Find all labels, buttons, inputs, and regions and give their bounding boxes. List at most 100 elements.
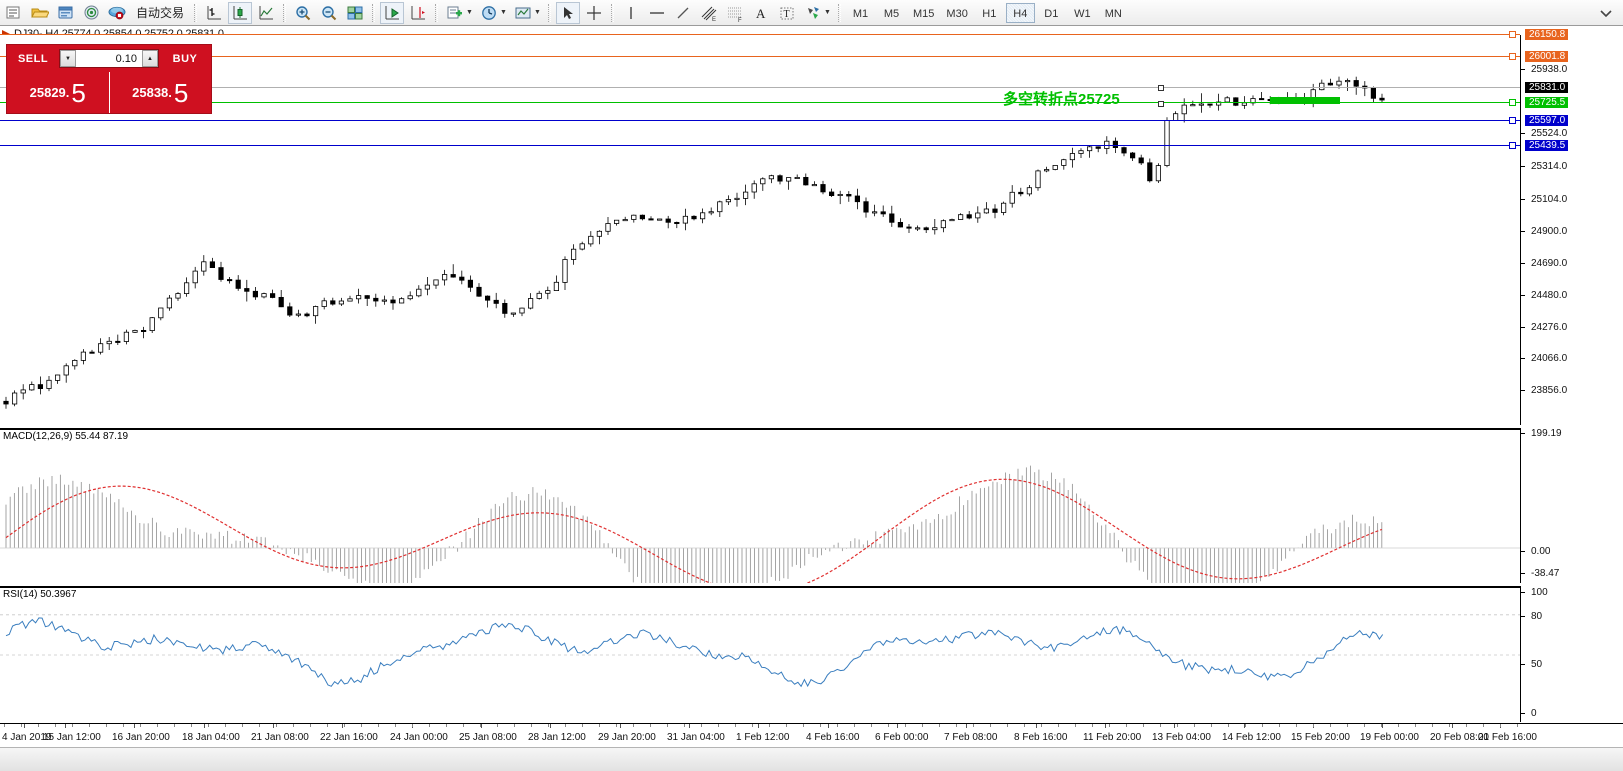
- time-minor-tick: [361, 724, 362, 727]
- chevron-down-icon[interactable]: ▼: [500, 9, 507, 16]
- time-minor-tick: [1024, 724, 1025, 727]
- macd-label: MACD(12,26,9) 55.44 87.19: [3, 431, 129, 442]
- price-level-line[interactable]: [0, 120, 1520, 121]
- timeframe-m30[interactable]: M30: [946, 7, 968, 20]
- price-level-line[interactable]: [0, 145, 1520, 146]
- text-icon[interactable]: A: [749, 2, 773, 24]
- time-minor-tick: [1245, 724, 1246, 727]
- timeframe-h4[interactable]: H4: [1005, 2, 1035, 23]
- buy-price-dot: .: [168, 85, 172, 100]
- time-minor-tick: [395, 724, 396, 727]
- price-level-line[interactable]: [0, 34, 1520, 35]
- timeframe-mn[interactable]: MN: [1104, 7, 1122, 20]
- volume-decrement-button[interactable]: ▼: [60, 50, 76, 67]
- timeframe-m15[interactable]: M15: [913, 7, 935, 20]
- auto-scroll-icon[interactable]: [380, 1, 405, 24]
- radar-icon[interactable]: [79, 2, 103, 24]
- price-level-chip: 25597.0: [1525, 115, 1569, 126]
- trendline-icon[interactable]: [671, 2, 695, 24]
- fibonacci-icon[interactable]: F: [723, 2, 747, 24]
- candlestick-chart-icon[interactable]: [228, 1, 253, 24]
- chart-shift-icon[interactable]: [406, 2, 430, 24]
- timeframe-w1[interactable]: W1: [1074, 7, 1091, 20]
- timeframe-m1[interactable]: M1: [852, 7, 869, 20]
- annotation-handle[interactable]: [1158, 85, 1164, 91]
- price-level-handle[interactable]: [1509, 53, 1516, 60]
- buy-price[interactable]: 25838 . 5: [108, 72, 212, 113]
- time-minor-tick: [531, 724, 532, 727]
- time-minor-tick: [38, 724, 39, 727]
- price-tick: 23856.0: [1521, 385, 1623, 396]
- chevron-down-icon[interactable]: ▼: [824, 9, 831, 16]
- price-level-line[interactable]: [0, 56, 1520, 57]
- expand-icon[interactable]: [1594, 2, 1618, 24]
- time-minor-tick: [446, 724, 447, 727]
- time-tick-mark: [204, 724, 205, 728]
- volume-stepper[interactable]: ▼ 0.10 ▲: [59, 49, 159, 68]
- price-level-handle[interactable]: [1509, 117, 1516, 124]
- time-axis[interactable]: 4 Jan 2019 15 Jan 12:00 16 Jan 20:00 18 Jan…: [0, 723, 1623, 745]
- price-scale[interactable]: 26150.8 26001.8 25938.0 25831.0 25725.5 25597…: [1520, 29, 1623, 425]
- price-level-line[interactable]: [0, 102, 1520, 103]
- time-minor-tick: [1347, 724, 1348, 727]
- timeframe-m5[interactable]: M5: [883, 7, 900, 20]
- templates-icon[interactable]: [511, 2, 535, 24]
- trade-panel-prices: 25829 . 5 25838 . 5: [7, 72, 211, 113]
- line-chart-icon[interactable]: [254, 2, 278, 24]
- svg-text:F: F: [738, 18, 742, 22]
- sell-price[interactable]: 25829 . 5: [7, 72, 109, 113]
- bar-chart-icon[interactable]: [202, 2, 226, 24]
- crosshair-icon[interactable]: [582, 2, 606, 24]
- indicators-icon[interactable]: [443, 2, 467, 24]
- zoom-in-icon[interactable]: [291, 2, 315, 24]
- time-tick-mark: [273, 724, 274, 728]
- macd-scale[interactable]: 199.19 0.00 -38.47: [1520, 428, 1623, 583]
- toolbar-separator: [372, 3, 376, 22]
- tile-windows-icon[interactable]: [343, 2, 367, 24]
- macd-pane[interactable]: MACD(12,26,9) 55.44 87.19: [0, 428, 1520, 583]
- price-level-chip: 26150.8: [1525, 29, 1569, 40]
- time-minor-tick: [1330, 724, 1331, 727]
- new-order-icon[interactable]: [1, 2, 25, 24]
- timeframe-h1[interactable]: H1: [982, 7, 997, 20]
- text-label-icon[interactable]: T: [775, 2, 799, 24]
- price-level-handle[interactable]: [1509, 31, 1516, 38]
- price-level-label: 26150.8: [1521, 29, 1623, 40]
- toolbar-separator: [283, 3, 287, 22]
- window-icon[interactable]: [53, 2, 77, 24]
- auto-trading-label[interactable]: 自动交易: [136, 6, 185, 20]
- one-click-trading-panel[interactable]: SELL ▼ 0.10 ▲ BUY 25829 . 5 25838 . 5: [6, 44, 212, 114]
- sell-price-dot: .: [65, 85, 70, 100]
- price-chart-pane[interactable]: 多空转折点25725: [0, 31, 1520, 425]
- horizontal-line-icon[interactable]: [645, 2, 669, 24]
- vertical-line-icon[interactable]: [619, 2, 643, 24]
- time-minor-tick: [684, 724, 685, 727]
- time-tick-mark: [689, 724, 690, 728]
- time-minor-tick: [1126, 724, 1127, 727]
- scale-tick: 100: [1521, 587, 1623, 598]
- chevron-down-icon[interactable]: ▼: [466, 9, 473, 16]
- time-minor-tick: [752, 724, 753, 727]
- sell-button[interactable]: SELL: [17, 52, 49, 65]
- cursor-icon[interactable]: [556, 1, 581, 24]
- buy-button[interactable]: BUY: [172, 52, 198, 65]
- cloud-icon[interactable]: [105, 2, 129, 24]
- timeframe-d1[interactable]: D1: [1044, 7, 1059, 20]
- price-level-handle[interactable]: [1509, 99, 1516, 106]
- toolbar-separator: [611, 3, 615, 22]
- price-level-handle[interactable]: [1509, 142, 1516, 149]
- shapes-icon[interactable]: [801, 2, 825, 24]
- rsi-scale[interactable]: 100 80 50 0: [1520, 586, 1623, 722]
- zoom-out-icon[interactable]: [317, 2, 341, 24]
- volume-increment-button[interactable]: ▲: [142, 50, 158, 67]
- time-minor-tick: [1466, 724, 1467, 727]
- annotation-handle[interactable]: [1158, 101, 1164, 107]
- scale-tick: 199.19: [1521, 428, 1623, 439]
- volume-input[interactable]: 0.10: [115, 52, 137, 65]
- equidistant-channel-icon[interactable]: E: [697, 2, 721, 24]
- chevron-down-icon[interactable]: ▼: [534, 9, 541, 16]
- periods-icon[interactable]: [477, 2, 501, 24]
- folder-icon[interactable]: [27, 2, 51, 24]
- turning-point-annotation: 多空转折点25725: [1003, 91, 1120, 108]
- rsi-pane[interactable]: RSI(14) 50.3967: [0, 586, 1520, 722]
